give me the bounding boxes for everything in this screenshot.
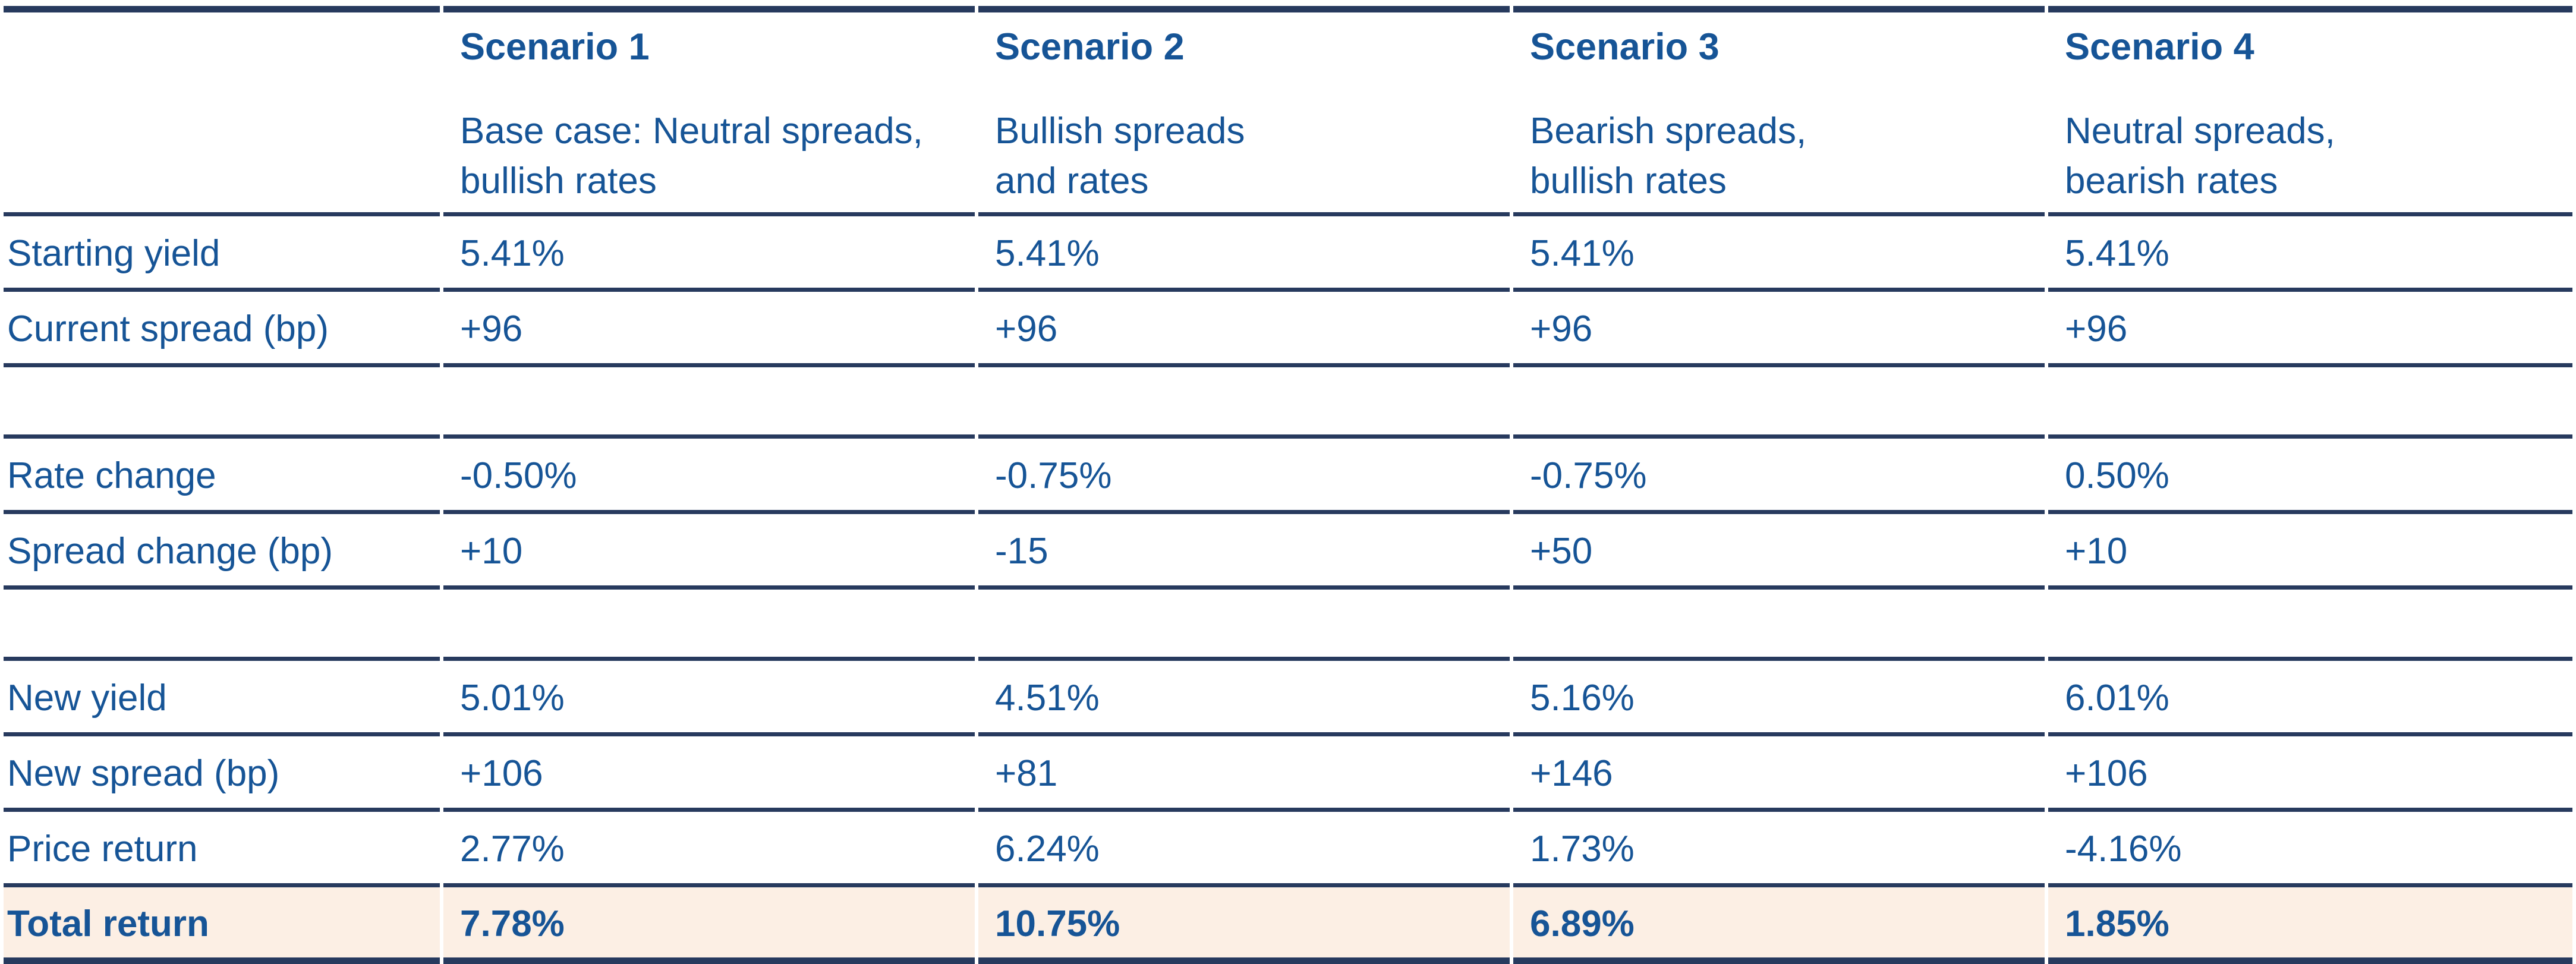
row-label: New yield	[4, 657, 440, 736]
table-row-spread-change: Spread change (bp) +10 -15 +50 +10	[4, 514, 2572, 590]
value-cell: 1.85%	[2048, 887, 2572, 964]
value-cell: 2.77%	[443, 812, 975, 887]
value-cell: +96	[443, 292, 975, 367]
header-cell-scenario-1: Scenario 1 Base case: Neutral spreads, b…	[443, 6, 975, 216]
value-cell: +106	[443, 736, 975, 812]
value-cell: 5.16%	[1513, 657, 2045, 736]
table-row-new-spread: New spread (bp) +106 +81 +146 +106	[4, 736, 2572, 812]
table-row-current-spread: Current spread (bp) +96 +96 +96 +96	[4, 292, 2572, 367]
scenario-title: Scenario 2	[995, 26, 1185, 68]
scenario-description-line: Base case: Neutral spreads,	[460, 111, 923, 152]
value-cell: +96	[2048, 292, 2572, 367]
scenario-description-line: Neutral spreads,	[2065, 111, 2335, 152]
scenario-title: Scenario 4	[2065, 26, 2254, 68]
value-cell: 7.78%	[443, 887, 975, 964]
value-cell: 5.41%	[1513, 216, 2045, 292]
scenario-description-line: Bearish spreads,	[1530, 111, 1807, 152]
value-cell: 5.41%	[978, 216, 1510, 292]
value-cell: +96	[978, 292, 1510, 367]
row-label: New spread (bp)	[4, 736, 440, 812]
scenario-description-line: bullish rates	[460, 160, 657, 201]
header-cell-scenario-4: Scenario 4 Neutral spreads, bearish rate…	[2048, 6, 2572, 216]
row-label: Current spread (bp)	[4, 292, 440, 367]
table-header-row: Scenario 1 Base case: Neutral spreads, b…	[4, 6, 2572, 216]
value-cell: +50	[1513, 514, 2045, 590]
row-label: Rate change	[4, 434, 440, 514]
table-row-price-return: Price return 2.77% 6.24% 1.73% -4.16%	[4, 812, 2572, 887]
scenario-analysis-table: Scenario 1 Base case: Neutral spreads, b…	[0, 6, 2576, 964]
header-cell-scenario-2: Scenario 2 Bullish spreads and rates	[978, 6, 1510, 216]
value-cell: 5.41%	[2048, 216, 2572, 292]
value-cell: 1.73%	[1513, 812, 2045, 887]
value-cell: 4.51%	[978, 657, 1510, 736]
table-row-new-yield: New yield 5.01% 4.51% 5.16% 6.01%	[4, 657, 2572, 736]
scenario-description-line: bullish rates	[1530, 160, 1727, 201]
scenario-description-line: bearish rates	[2065, 160, 2278, 201]
value-cell: 10.75%	[978, 887, 1510, 964]
value-cell: -15	[978, 514, 1510, 590]
value-cell: +81	[978, 736, 1510, 812]
row-label: Spread change (bp)	[4, 514, 440, 590]
value-cell: +96	[1513, 292, 2045, 367]
value-cell: 0.50%	[2048, 434, 2572, 514]
table-row-total-return: Total return 7.78% 10.75% 6.89% 1.85%	[4, 887, 2572, 964]
row-label: Starting yield	[4, 216, 440, 292]
value-cell: 6.24%	[978, 812, 1510, 887]
table-row-rate-change: Rate change -0.50% -0.75% -0.75% 0.50%	[4, 434, 2572, 514]
value-cell: -0.75%	[1513, 434, 2045, 514]
value-cell: -0.75%	[978, 434, 1510, 514]
scenario-description-line: Bullish spreads	[995, 111, 1245, 152]
value-cell: 6.89%	[1513, 887, 2045, 964]
spacer-row	[4, 590, 2572, 657]
scenario-title: Scenario 1	[460, 26, 650, 68]
spacer-row	[4, 367, 2572, 434]
table-row-starting-yield: Starting yield 5.41% 5.41% 5.41% 5.41%	[4, 216, 2572, 292]
value-cell: -0.50%	[443, 434, 975, 514]
value-cell: +106	[2048, 736, 2572, 812]
scenario-description-line: and rates	[995, 160, 1149, 201]
value-cell: +10	[2048, 514, 2572, 590]
value-cell: +146	[1513, 736, 2045, 812]
header-cell-scenario-3: Scenario 3 Bearish spreads, bullish rate…	[1513, 6, 2045, 216]
value-cell: -4.16%	[2048, 812, 2572, 887]
value-cell: 5.01%	[443, 657, 975, 736]
row-label: Price return	[4, 812, 440, 887]
value-cell: +10	[443, 514, 975, 590]
row-label: Total return	[4, 887, 440, 964]
scenario-title: Scenario 3	[1530, 26, 1720, 68]
value-cell: 6.01%	[2048, 657, 2572, 736]
value-cell: 5.41%	[443, 216, 975, 292]
header-cell-empty	[4, 6, 440, 216]
